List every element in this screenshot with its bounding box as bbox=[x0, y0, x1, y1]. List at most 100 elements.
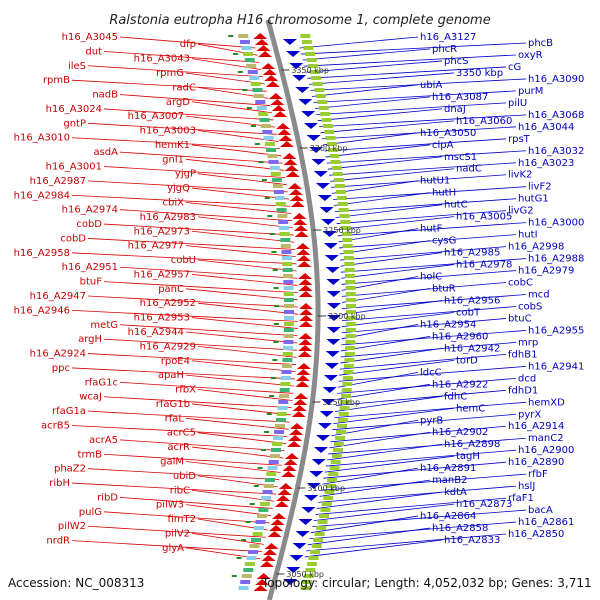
minus-leader-line bbox=[103, 511, 270, 524]
minus-gene-arrow bbox=[297, 261, 312, 267]
cog-band-right bbox=[331, 166, 342, 170]
plus-gene-label: h16_A3000 bbox=[528, 218, 584, 229]
cog-band-right bbox=[323, 496, 334, 500]
plus-gene-label: h16_A3060 bbox=[456, 116, 512, 127]
plus-leader-line bbox=[330, 168, 455, 182]
cog-band-right bbox=[332, 172, 343, 176]
minus-leader-line bbox=[71, 425, 288, 437]
cog-band-right bbox=[343, 370, 354, 374]
cog-band-right bbox=[343, 256, 354, 260]
minus-gene-arrow bbox=[270, 519, 285, 525]
minus-leader-line bbox=[197, 389, 293, 401]
minus-gene-arrow bbox=[267, 531, 282, 537]
plus-leader-line bbox=[325, 449, 517, 467]
minus-leader-line bbox=[185, 417, 289, 430]
plus-gene-label: ubiA bbox=[420, 80, 442, 91]
kbp-label: 3100 kbp bbox=[307, 484, 345, 493]
cog-band-right bbox=[312, 82, 323, 86]
minus-gene-label: ppc bbox=[52, 363, 70, 374]
plus-leader-line bbox=[337, 216, 455, 231]
plus-gene-label: hutH bbox=[432, 188, 456, 199]
minus-leader-line bbox=[119, 266, 298, 279]
plus-gene-label: btuR bbox=[432, 284, 456, 295]
minus-gene-label: rfaG1c bbox=[85, 377, 118, 388]
rna-mark bbox=[264, 197, 270, 199]
plus-leader-line bbox=[314, 96, 431, 109]
cog-band-right bbox=[316, 526, 327, 530]
plus-gene-arrow bbox=[326, 279, 341, 285]
cog-band-left bbox=[283, 280, 294, 284]
plus-leader-line bbox=[307, 66, 507, 79]
minus-gene-arrow bbox=[253, 585, 268, 591]
plus-gene-label: cobS bbox=[518, 301, 542, 312]
cog-band-right bbox=[341, 394, 352, 398]
plus-gene-arrow bbox=[289, 555, 304, 561]
cog-band-right bbox=[324, 490, 335, 494]
minus-gene-arrow bbox=[269, 525, 284, 531]
minus-leader-line bbox=[185, 245, 296, 258]
plus-gene-arrow bbox=[323, 243, 338, 249]
minus-gene-label: ileS bbox=[68, 61, 86, 72]
cog-band-right bbox=[328, 148, 339, 152]
plus-leader-line bbox=[324, 455, 455, 473]
plus-gene-label: h16_A3032 bbox=[528, 146, 584, 157]
plus-gene-arrow bbox=[286, 51, 301, 57]
plus-gene-label: h16_A3090 bbox=[528, 74, 584, 85]
minus-gene-arrow bbox=[298, 339, 313, 345]
rna-mark bbox=[228, 35, 234, 37]
cog-band-left bbox=[282, 352, 293, 356]
cog-band-right bbox=[314, 532, 325, 536]
minus-leader-line bbox=[71, 367, 295, 380]
plus-gene-arrow bbox=[289, 63, 304, 69]
plus-leader-line bbox=[311, 84, 419, 97]
kbp-label: 3300 kbp bbox=[310, 144, 348, 153]
cog-band-left bbox=[280, 376, 291, 380]
minus-gene-label: ribC bbox=[170, 485, 190, 496]
plus-gene-arrow bbox=[309, 471, 324, 477]
minus-gene-arrow bbox=[290, 201, 305, 207]
cog-band-left bbox=[240, 580, 251, 584]
plus-leader-line bbox=[341, 288, 431, 303]
plus-gene-arrow bbox=[319, 411, 334, 417]
plus-gene-arrow bbox=[326, 327, 341, 333]
cog-band-left bbox=[262, 130, 273, 134]
plus-gene-arrow bbox=[301, 111, 316, 117]
minus-gene-label: rfbX bbox=[175, 385, 196, 396]
plus-gene-label: rfbF bbox=[528, 469, 548, 480]
plus-gene-label: phcS bbox=[444, 56, 469, 67]
cog-band-right bbox=[341, 388, 352, 392]
cog-band-left bbox=[247, 70, 258, 74]
cog-band-right bbox=[309, 70, 320, 74]
plus-leader-line bbox=[318, 485, 517, 503]
minus-gene-arrow bbox=[253, 33, 268, 39]
plus-leader-line bbox=[338, 365, 527, 382]
cog-band-left bbox=[278, 400, 289, 404]
plus-gene-label: mrp bbox=[518, 337, 538, 348]
cog-band-right bbox=[339, 214, 350, 218]
minus-gene-arrow bbox=[278, 483, 293, 489]
minus-gene-label: gntP bbox=[63, 118, 86, 129]
minus-gene-label: h16_A2984 bbox=[14, 190, 70, 201]
cog-band-right bbox=[333, 448, 343, 452]
minus-gene-label: hemK1 bbox=[155, 140, 190, 151]
cog-band-right bbox=[321, 502, 332, 506]
minus-leader-line bbox=[71, 482, 277, 495]
cog-band-left bbox=[238, 34, 249, 38]
plus-gene-arrow bbox=[317, 423, 332, 429]
minus-gene-label: h16_A2952 bbox=[140, 298, 196, 309]
cog-band-left bbox=[241, 574, 252, 578]
plus-leader-line bbox=[340, 336, 431, 352]
minus-gene-label: cobD bbox=[76, 219, 102, 230]
plus-gene-label: h16_A2914 bbox=[508, 421, 564, 432]
plus-gene-arrow bbox=[321, 399, 336, 405]
plus-gene-label: h16_A2890 bbox=[508, 457, 564, 468]
minus-leader-line bbox=[119, 324, 298, 337]
plus-gene-label: pilU bbox=[508, 98, 527, 109]
plus-gene-label: hutC bbox=[444, 200, 468, 211]
cog-band-right bbox=[300, 586, 311, 590]
minus-gene-label: h16_A3007 bbox=[128, 111, 184, 122]
minus-gene-label: h16_A2953 bbox=[134, 313, 190, 324]
minus-leader-line bbox=[119, 94, 271, 106]
cog-band-left bbox=[254, 526, 265, 530]
cog-band-left bbox=[259, 118, 270, 122]
